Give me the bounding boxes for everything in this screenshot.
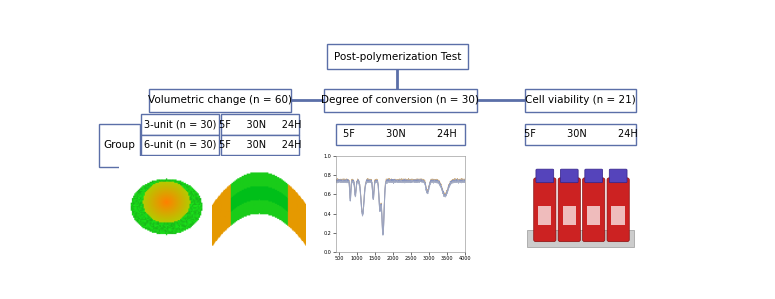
FancyBboxPatch shape xyxy=(324,89,477,112)
Text: 5F          30N          24H: 5F 30N 24H xyxy=(343,129,457,139)
Text: Cell viability (n = 21): Cell viability (n = 21) xyxy=(525,95,636,105)
FancyBboxPatch shape xyxy=(99,124,140,167)
FancyBboxPatch shape xyxy=(525,124,636,144)
FancyBboxPatch shape xyxy=(221,115,299,135)
Text: Degree of conversion (n = 30): Degree of conversion (n = 30) xyxy=(322,95,479,105)
Text: 5F     30N     24H: 5F 30N 24H xyxy=(219,140,301,150)
Text: 5F          30N          24H: 5F 30N 24H xyxy=(523,129,637,139)
Text: 3-unit (n = 30): 3-unit (n = 30) xyxy=(143,120,216,129)
FancyBboxPatch shape xyxy=(525,89,636,112)
Text: 6-unit (n = 30): 6-unit (n = 30) xyxy=(143,140,216,150)
Text: 5F     30N     24H: 5F 30N 24H xyxy=(219,120,301,129)
Text: Group: Group xyxy=(104,140,136,150)
Text: Volumetric change (n = 60): Volumetric change (n = 60) xyxy=(148,95,292,105)
Text: Post-polymerization Test: Post-polymerization Test xyxy=(333,52,461,62)
FancyBboxPatch shape xyxy=(336,124,465,144)
FancyBboxPatch shape xyxy=(141,135,219,155)
FancyBboxPatch shape xyxy=(141,115,219,135)
FancyBboxPatch shape xyxy=(326,44,468,69)
FancyBboxPatch shape xyxy=(221,135,299,155)
FancyBboxPatch shape xyxy=(150,89,291,112)
